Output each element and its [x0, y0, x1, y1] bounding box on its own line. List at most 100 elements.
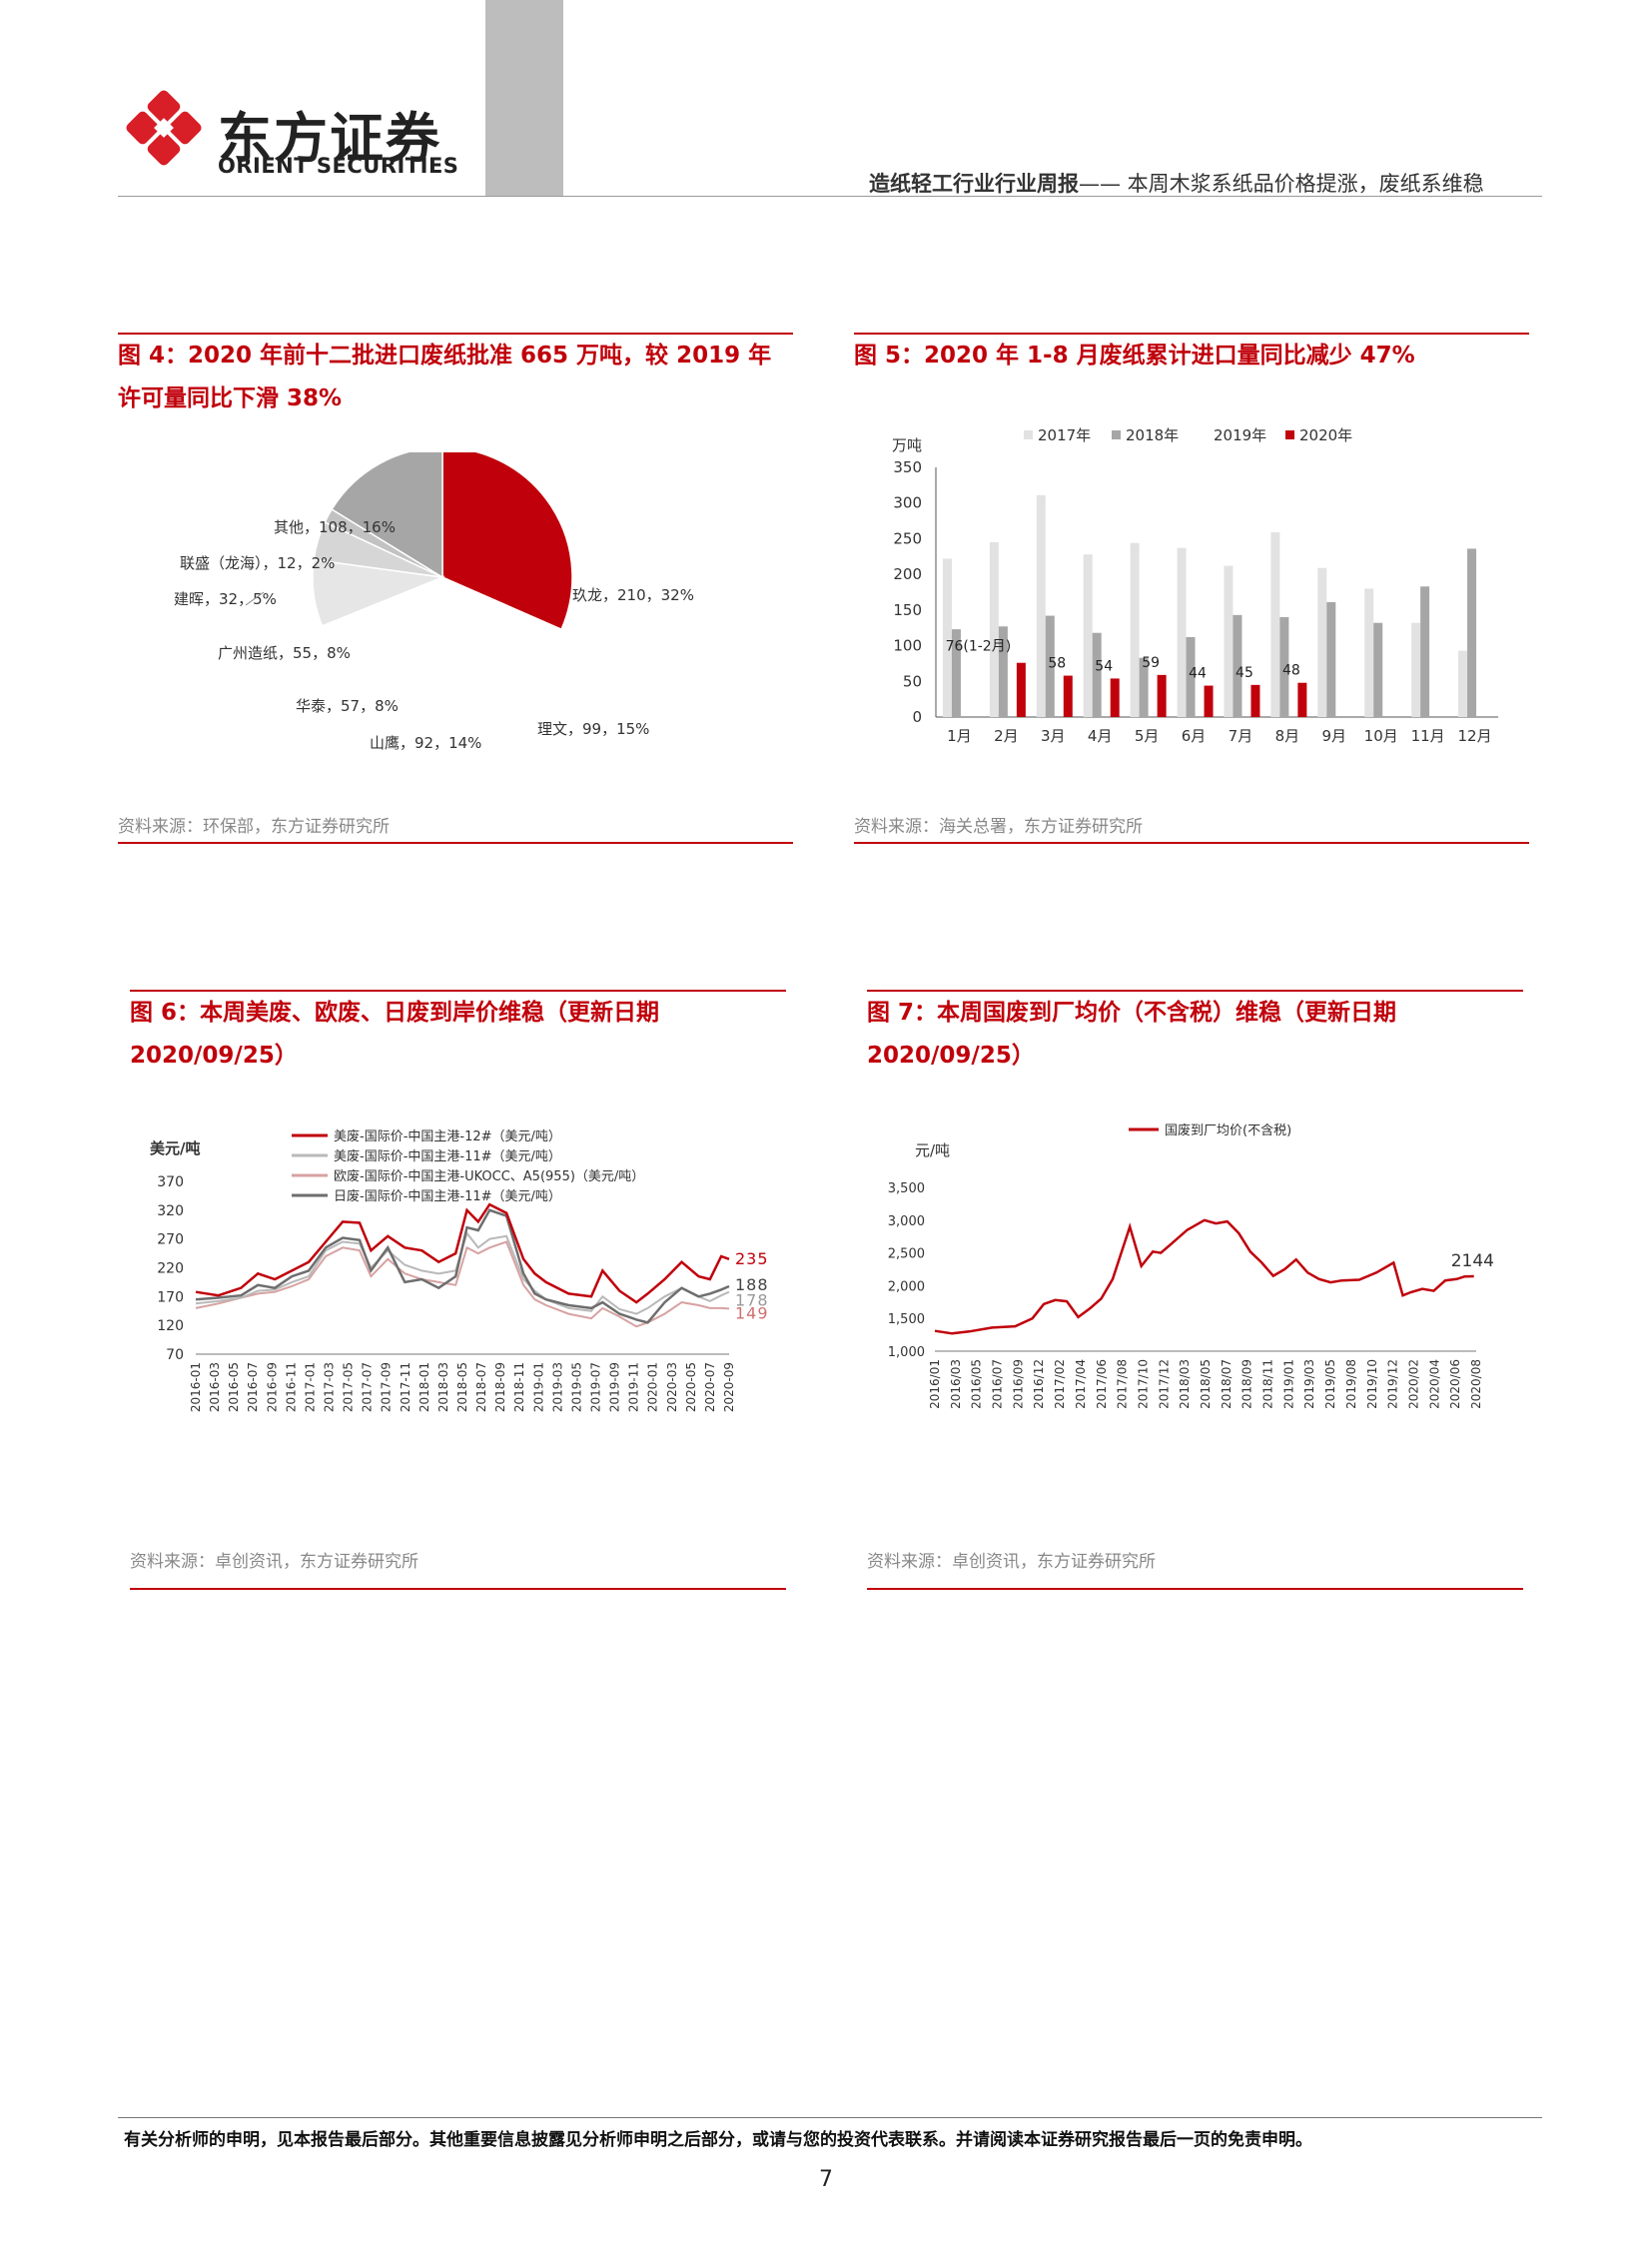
bar: [1177, 547, 1187, 717]
x-tick-label: 12月: [1457, 727, 1491, 745]
y-tick-label: 170: [157, 1289, 184, 1305]
figure-top-rule: [854, 333, 1529, 335]
y-tick-label: 100: [893, 637, 922, 655]
figure-title-cont: 许可量同比下滑 38%: [118, 385, 343, 411]
x-tick-label: 2017/12: [1157, 1359, 1171, 1409]
x-tick-label: 2018-11: [512, 1362, 526, 1412]
x-tick-label: 2017/02: [1053, 1359, 1067, 1409]
bar: [1083, 554, 1093, 717]
footer-disclaimer: 有关分析师的申明，见本报告最后部分。其他重要信息披露见分析师申明之后部分，或请与…: [124, 2130, 1312, 2150]
y-tick-label: 320: [157, 1203, 184, 1219]
x-tick-label: 2017-05: [342, 1362, 356, 1412]
y-axis-label: 元/吨: [915, 1141, 950, 1159]
bar: [1420, 586, 1430, 717]
x-tick-label: 2017-03: [323, 1362, 337, 1412]
legend-swatch: [1112, 430, 1121, 439]
bar: [998, 626, 1008, 717]
bar: [1063, 675, 1073, 717]
x-tick-label: 2019-07: [589, 1362, 603, 1412]
bar: [1270, 532, 1280, 717]
x-tick-label: 2020/06: [1448, 1359, 1462, 1409]
pie-slice: [331, 452, 443, 579]
bar: [951, 629, 961, 717]
y-tick-label: 250: [893, 529, 922, 547]
x-tick-label: 2020/02: [1406, 1359, 1420, 1409]
bar-data-label: 76(1-2月): [946, 639, 1012, 655]
bar-data-label: 54: [1095, 658, 1113, 674]
end-value-label: 2144: [1451, 1251, 1494, 1271]
figure-bottom-rule: [854, 842, 1529, 844]
x-tick-label: 2016-01: [189, 1362, 203, 1412]
x-tick-label: 2018-01: [417, 1362, 431, 1412]
x-tick-label: 2月: [994, 727, 1019, 745]
pie-slice: [363, 575, 472, 708]
bar: [1317, 567, 1327, 717]
bar: [1016, 662, 1026, 717]
figure-4: 图 4：2020 年前十二批进口废纸批准 665 万吨，较 2019 年 许可量…: [118, 333, 793, 852]
bar-data-label: 45: [1236, 665, 1253, 681]
bar-data-label: 48: [1282, 663, 1300, 679]
x-tick-label: 2017/10: [1136, 1359, 1150, 1409]
x-tick-label: 6月: [1182, 727, 1207, 745]
y-tick-label: 1,500: [888, 1312, 925, 1327]
figure-title: 图 4：2020 年前十二批进口废纸批准 665 万吨，较 2019 年: [118, 343, 772, 369]
legend-label: 国废到厂均价(不含税): [1165, 1122, 1291, 1138]
x-tick-label: 8月: [1275, 727, 1300, 745]
x-tick-label: 2019-09: [608, 1362, 622, 1412]
legend-label: 2017年: [1038, 426, 1091, 444]
end-value-label: 178: [735, 1291, 769, 1310]
x-tick-label: 2019/03: [1302, 1359, 1316, 1409]
y-tick-label: 2,500: [888, 1247, 925, 1262]
legend-swatch: [1285, 430, 1294, 439]
x-tick-label: 2020-01: [646, 1362, 660, 1412]
figure-top-rule: [130, 990, 786, 992]
y-tick-label: 350: [893, 458, 922, 476]
bar: [989, 542, 999, 717]
y-tick-label: 0: [912, 708, 922, 726]
report-subtitle: —— 本周木浆系纸品价格提涨，废纸系维稳: [1079, 172, 1484, 196]
x-tick-label: 2019-05: [569, 1362, 583, 1412]
x-tick-label: 2018-07: [474, 1362, 488, 1412]
y-axis-label: 万吨: [892, 436, 922, 454]
x-tick-label: 2018/05: [1199, 1359, 1213, 1409]
x-tick-label: 2016/12: [1032, 1359, 1046, 1409]
x-tick-label: 2016-11: [284, 1362, 298, 1412]
bar: [1186, 637, 1196, 717]
x-tick-label: 2019/10: [1365, 1359, 1379, 1409]
x-tick-label: 2020/04: [1427, 1359, 1441, 1409]
bar: [1411, 622, 1421, 717]
x-tick-label: 2018/11: [1261, 1359, 1275, 1409]
figure-title: 图 7：本周国废到厂均价（不含税）维稳（更新日期: [867, 1000, 1397, 1026]
y-tick-label: 270: [157, 1232, 184, 1248]
x-tick-label: 2020-07: [703, 1362, 717, 1412]
x-tick-label: 9月: [1322, 727, 1347, 745]
header-accent-band: [485, 0, 563, 196]
x-tick-label: 2019-01: [531, 1362, 545, 1412]
x-tick-label: 2018/03: [1178, 1359, 1192, 1409]
x-tick-label: 2016/03: [949, 1359, 963, 1409]
x-tick-label: 2017/08: [1116, 1359, 1130, 1409]
legend-label: 欧废-国际价-中国主港-UKOCC、A5(955)（美元/吨）: [334, 1168, 644, 1184]
figure-source: 资料来源：环保部，东方证券研究所: [118, 817, 390, 837]
x-tick-label: 2016/05: [970, 1359, 984, 1409]
pie-label: 理文，99，15%: [537, 720, 649, 738]
bar: [1233, 614, 1242, 717]
pie-slice: [441, 452, 573, 631]
bar: [1224, 565, 1234, 717]
figure-6: 图 6：本周美废、欧废、日废到岸价维稳（更新日期 2020/09/25） 美元/…: [130, 990, 786, 1590]
series-line: [934, 1218, 1474, 1335]
bar: [1110, 678, 1120, 717]
pie-slice: [440, 575, 563, 705]
bar-data-label: 59: [1142, 655, 1160, 671]
x-tick-label: 2018-03: [436, 1362, 450, 1412]
x-tick-label: 2019/01: [1281, 1359, 1295, 1409]
bar: [1297, 682, 1307, 717]
bar: [1364, 588, 1374, 717]
header-divider: [118, 196, 1542, 197]
bar: [1467, 548, 1477, 717]
bar: [1157, 674, 1167, 717]
x-tick-label: 4月: [1088, 727, 1113, 745]
y-tick-label: 70: [166, 1347, 184, 1363]
x-tick-label: 2019-03: [550, 1362, 564, 1412]
brand-name-en: ORIENT SECURITIES: [218, 154, 459, 178]
